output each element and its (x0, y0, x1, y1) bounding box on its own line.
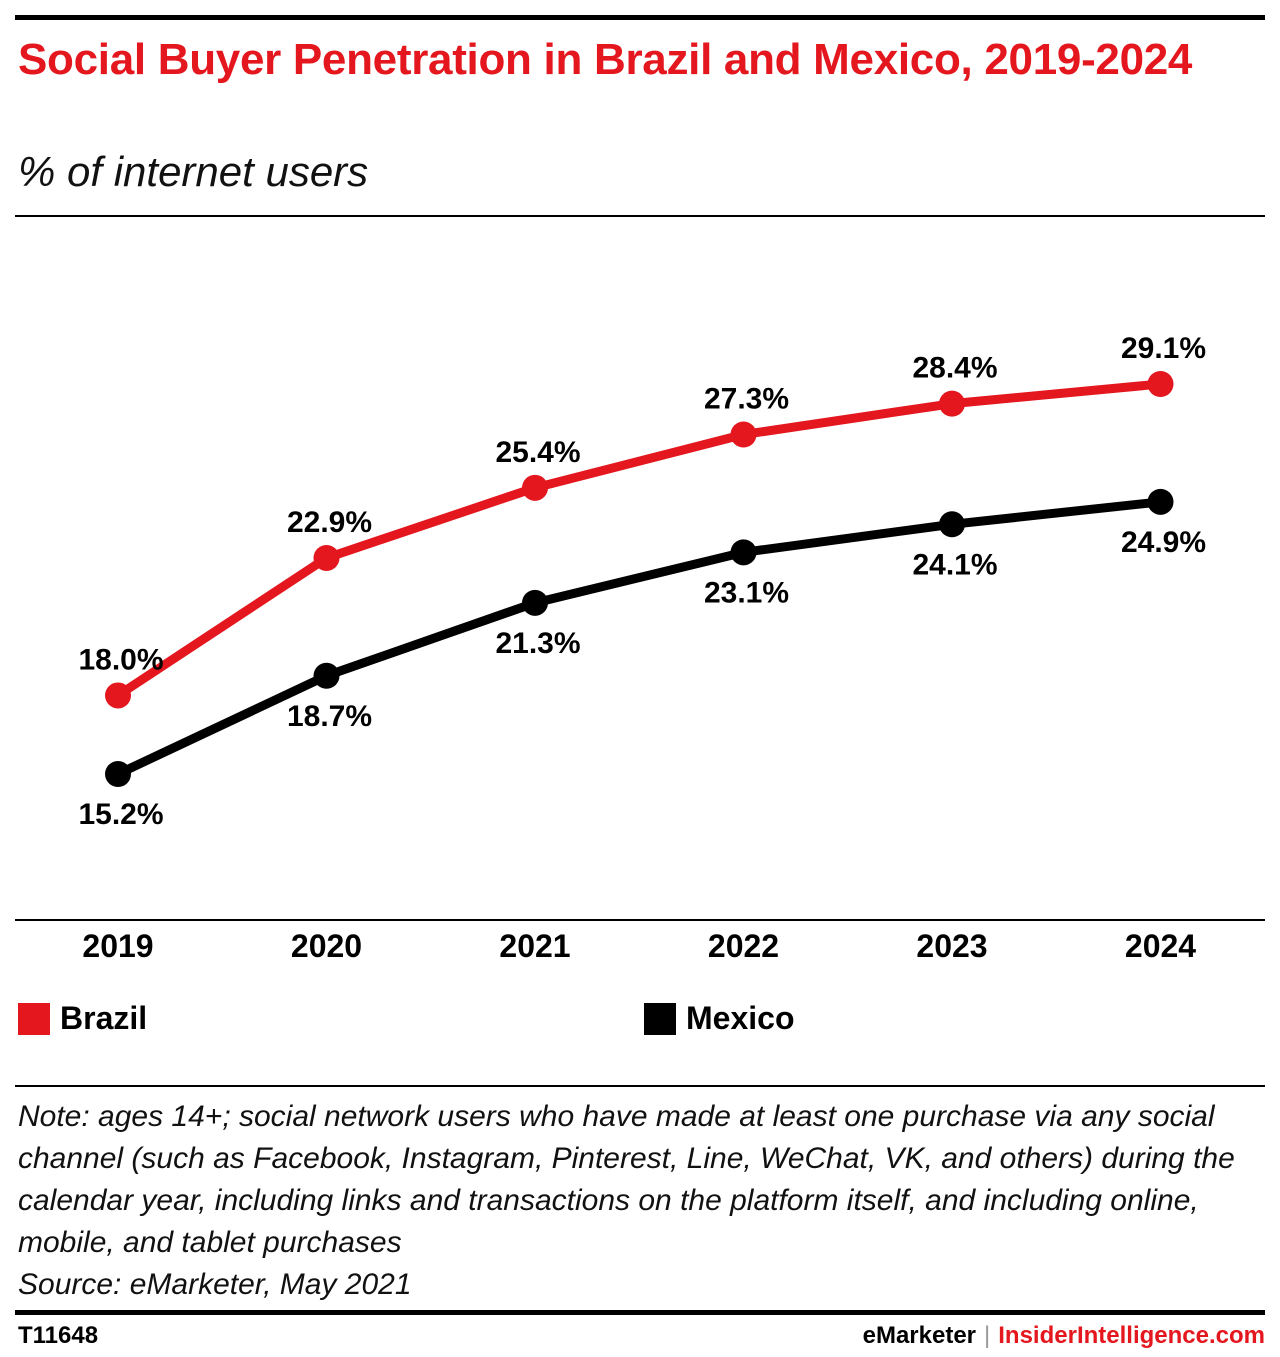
data-point-brazil (730, 421, 757, 448)
note-divider (15, 1085, 1265, 1087)
top-rule (15, 15, 1265, 20)
legend-swatch-brazil (18, 1002, 50, 1035)
data-point-brazil (105, 682, 131, 709)
data-point-brazil (1147, 371, 1174, 397)
data-label-brazil: 29.1% (1121, 332, 1206, 365)
data-label-mexico: 24.9% (1121, 526, 1206, 559)
chart-note: Note: ages 14+; social network users who… (18, 1096, 1258, 1306)
brand-emarketer: eMarketer (862, 1322, 977, 1349)
data-point-mexico (313, 662, 340, 689)
data-label-brazil: 27.3% (704, 383, 789, 416)
line-chart: 2019 2020 2021 2022 2023 2024 18.0% 22.9% 25.4% 2… (15, 332, 1265, 964)
data-point-brazil (522, 474, 548, 501)
data-label-mexico: 15.2% (78, 798, 163, 831)
footer-rule (15, 1310, 1265, 1315)
legend-label-mexico: Mexico (686, 1000, 795, 1036)
chart-title: Social Buyer Penetration in Brazil and M… (18, 35, 1193, 84)
data-label-mexico: 21.3% (495, 627, 580, 660)
chart-subtitle: % of internet users (18, 148, 369, 195)
data-point-brazil (313, 544, 340, 571)
data-point-mexico (105, 761, 131, 787)
x-tick-label: 2022 (708, 928, 779, 964)
series-line-mexico (113, 497, 1165, 779)
legend-label-brazil: Brazil (60, 1000, 148, 1036)
data-label-mexico: 24.1% (912, 548, 997, 581)
data-point-mexico (730, 539, 757, 566)
series-line-brazil (113, 379, 1165, 700)
brand-insiderintelligence: InsiderIntelligence.com (998, 1322, 1265, 1349)
legend-item-brazil: Brazil (18, 1000, 147, 1037)
legend-swatch-mexico (644, 1002, 676, 1035)
x-tick-label: 2023 (916, 928, 987, 964)
legend-item-mexico: Mexico (644, 1000, 794, 1037)
x-tick-label: 2024 (1125, 928, 1196, 964)
data-label-brazil: 25.4% (495, 436, 580, 469)
footer-brand: eMarketer | InsiderIntelligence.com (863, 1322, 1265, 1350)
x-tick-label: 2019 (82, 928, 153, 964)
data-point-mexico (1147, 488, 1174, 515)
chart-id: T11648 (18, 1322, 99, 1349)
header-divider (15, 215, 1265, 217)
data-point-mexico (939, 511, 965, 538)
data-label-brazil: 22.9% (287, 506, 372, 539)
data-label-mexico: 23.1% (704, 576, 789, 609)
brand-separator: | (984, 1322, 991, 1349)
x-tick-label: 2021 (499, 928, 570, 964)
data-label-mexico: 18.7% (287, 700, 372, 733)
note-text: Note: ages 14+; social network users who… (18, 1100, 1235, 1259)
data-point-brazil (939, 390, 965, 417)
data-point-mexico (522, 589, 548, 616)
data-label-brazil: 28.4% (912, 352, 997, 385)
data-label-brazil: 18.0% (78, 643, 163, 676)
source-text: Source: eMarketer, May 2021 (18, 1268, 412, 1301)
x-tick-label: 2020 (291, 928, 362, 964)
